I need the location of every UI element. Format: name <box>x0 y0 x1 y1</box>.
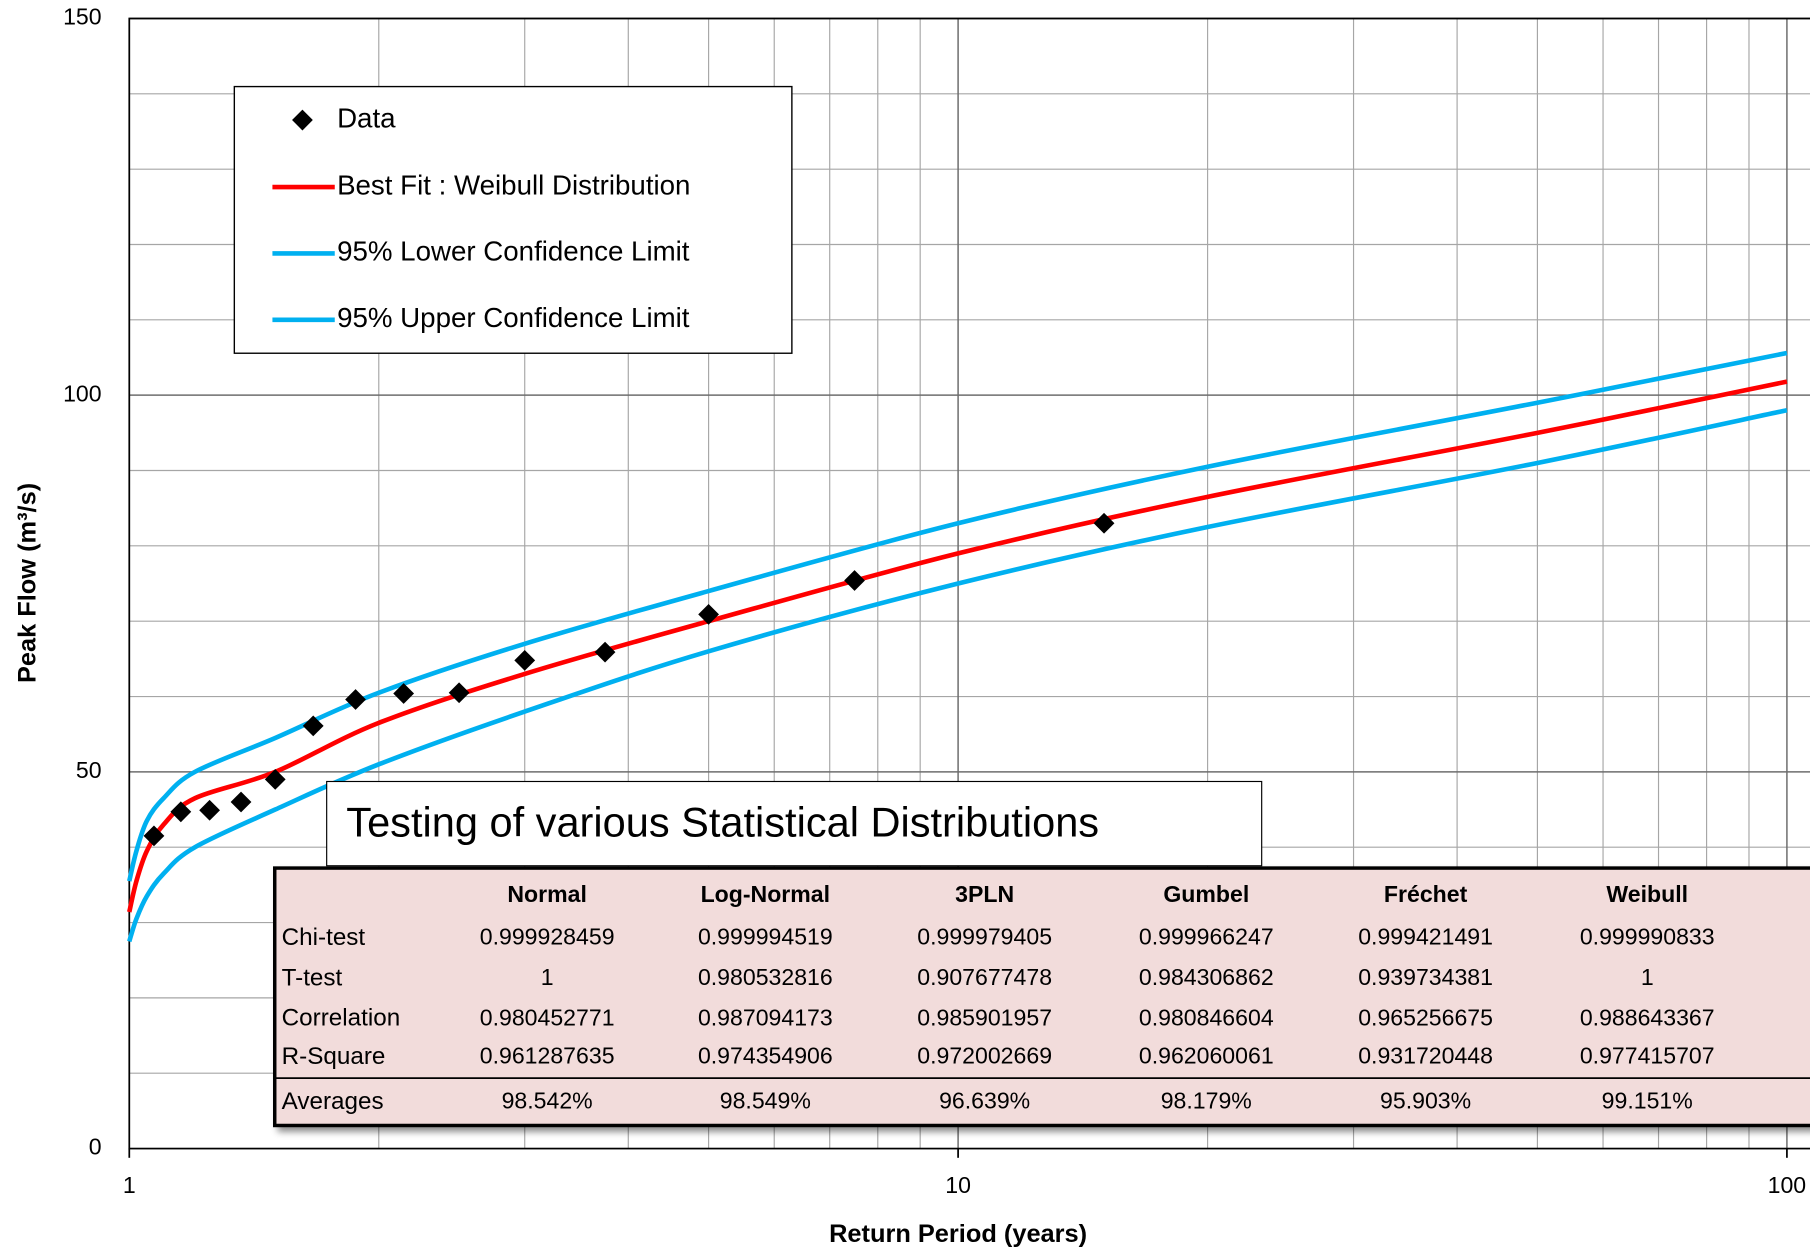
table-cell: 0.999928459 <box>480 924 615 950</box>
table-cell: 0.980452771 <box>480 1004 615 1030</box>
table-cell: 0.962060061 <box>1139 1042 1274 1068</box>
table-cell: 0.974354906 <box>698 1042 833 1068</box>
table-cell: 96.639% <box>939 1087 1030 1113</box>
data-point <box>698 604 719 625</box>
data-point <box>264 769 286 790</box>
legend-box <box>233 85 793 354</box>
y-tick-label: 0 <box>89 1134 102 1160</box>
row-label: Correlation <box>282 1005 401 1032</box>
table-box <box>273 866 1810 1128</box>
column-header: Fréchet <box>1384 881 1468 907</box>
table-cell: 98.179% <box>1161 1087 1252 1113</box>
table-cell: 0.987094173 <box>698 1004 833 1030</box>
legend-label: Best Fit : Weibull Distribution <box>337 169 690 200</box>
annotation-box <box>326 780 1263 867</box>
x-axis-title: Return Period (years) <box>829 1220 1087 1248</box>
data-point <box>514 649 536 671</box>
column-header: Weibull <box>1606 881 1688 907</box>
table-cell: 0.985901957 <box>917 1004 1052 1030</box>
data-point <box>393 683 415 704</box>
data-point <box>594 641 616 663</box>
table-cell: 0.999966247 <box>1139 924 1274 950</box>
x-tick-label: 1 <box>123 1172 136 1198</box>
legend-label: 95% Upper Confidence Limit <box>337 302 690 333</box>
data-point <box>302 715 324 737</box>
legend-marker <box>292 109 313 131</box>
table-cell: 0.931720448 <box>1358 1042 1493 1068</box>
row-label: R-Square <box>282 1043 386 1070</box>
series-line <box>127 407 1788 943</box>
y-tick-label: 50 <box>76 757 102 783</box>
table-cell: 0.988643367 <box>1580 1004 1715 1030</box>
table-cell: 0.999990833 <box>1580 924 1715 950</box>
table-cell: 0.961287635 <box>480 1042 615 1068</box>
table-cell: 0.980532816 <box>698 964 833 990</box>
table-cell: 0.980846604 <box>1139 1004 1274 1030</box>
legend-label: 95% Lower Confidence Limit <box>337 236 690 267</box>
data-point <box>170 801 192 823</box>
table-cell: 0.999421491 <box>1358 924 1493 950</box>
column-header: 3PLN <box>955 881 1014 907</box>
table-cell: 0.907677478 <box>917 964 1052 990</box>
row-label: T-test <box>282 964 343 991</box>
y-tick-label: 150 <box>63 4 102 30</box>
row-label: Averages <box>282 1088 384 1115</box>
table-cell: 0.977415707 <box>1580 1042 1715 1068</box>
data-point <box>345 689 366 710</box>
annotation: Testing of various Statistical Distribut… <box>346 798 1099 845</box>
column-header: Normal <box>507 881 587 907</box>
data-point <box>199 799 220 821</box>
table-cell: 0.984306862 <box>1139 964 1274 990</box>
row-label: Chi-test <box>282 924 366 951</box>
column-header: Log-Normal <box>701 881 831 907</box>
table-cell: 95.903% <box>1380 1087 1471 1113</box>
table-cell: 98.549% <box>720 1087 811 1113</box>
x-tick-label: 10 <box>945 1172 971 1198</box>
y-axis-title: Peak Flow (m³/s) <box>14 483 42 683</box>
plot-frame <box>128 17 1810 1150</box>
table-cell: 0.999979405 <box>917 924 1052 950</box>
data-point <box>230 791 252 813</box>
table-cell: 0.965256675 <box>1358 1004 1493 1030</box>
legend-label: Data <box>337 102 396 133</box>
data-point <box>143 825 165 847</box>
table-cell: 0.939734381 <box>1358 964 1493 990</box>
column-header: Gumbel <box>1163 881 1249 907</box>
table-cell: 98.542% <box>502 1087 593 1113</box>
table-cell: 1 <box>1641 964 1654 990</box>
series-line <box>127 350 1788 882</box>
data-point <box>448 682 470 704</box>
table-cell: 99.151% <box>1602 1087 1693 1113</box>
table-cell: 1 <box>541 964 554 990</box>
table-cell: 0.999994519 <box>698 924 833 950</box>
x-tick-label: 100 <box>1768 1172 1807 1198</box>
series-line <box>127 379 1788 913</box>
data-point <box>844 570 865 591</box>
y-tick-label: 100 <box>63 380 102 406</box>
table-cell: 0.972002669 <box>917 1042 1052 1068</box>
